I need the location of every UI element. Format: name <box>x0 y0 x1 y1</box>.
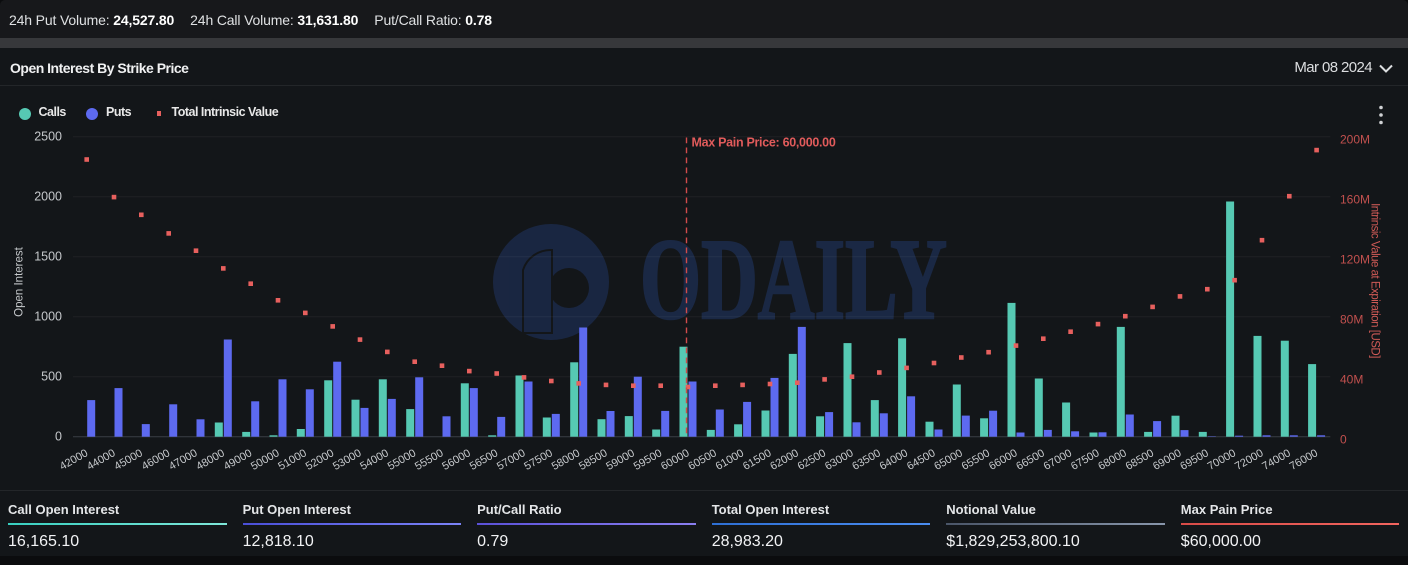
svg-text:50000: 50000 <box>249 447 281 473</box>
svg-text:69000: 69000 <box>1151 447 1183 473</box>
svg-text:0: 0 <box>55 430 62 444</box>
svg-text:63000: 63000 <box>823 447 855 473</box>
svg-text:1000: 1000 <box>34 310 62 324</box>
svg-text:56500: 56500 <box>468 447 500 473</box>
svg-text:58500: 58500 <box>577 447 609 473</box>
svg-text:500: 500 <box>41 370 62 384</box>
svg-text:65000: 65000 <box>932 447 964 473</box>
svg-text:64000: 64000 <box>878 447 910 473</box>
svg-text:2000: 2000 <box>34 190 62 204</box>
svg-text:Open Interest: Open Interest <box>14 246 26 316</box>
svg-text:0: 0 <box>1340 433 1347 447</box>
svg-text:40M: 40M <box>1340 373 1363 387</box>
svg-text:57000: 57000 <box>495 447 527 473</box>
svg-text:55500: 55500 <box>413 447 445 473</box>
svg-text:64500: 64500 <box>905 447 937 473</box>
svg-text:ODAILY: ODAILY <box>640 216 947 344</box>
svg-text:80M: 80M <box>1340 313 1363 327</box>
svg-text:Max Pain Price: 60,000.00: Max Pain Price: 60,000.00 <box>692 136 836 150</box>
svg-text:1500: 1500 <box>34 250 62 264</box>
svg-text:47000: 47000 <box>167 447 199 473</box>
svg-text:57500: 57500 <box>522 447 554 473</box>
svg-text:61000: 61000 <box>714 447 746 473</box>
svg-text:67000: 67000 <box>1042 447 1074 473</box>
svg-text:69500: 69500 <box>1178 447 1210 473</box>
svg-text:67500: 67500 <box>1069 447 1101 473</box>
svg-text:120M: 120M <box>1340 253 1370 267</box>
svg-text:48000: 48000 <box>194 447 226 473</box>
svg-text:2500: 2500 <box>34 130 62 144</box>
svg-text:51000: 51000 <box>276 447 308 473</box>
svg-text:68000: 68000 <box>1096 447 1128 473</box>
svg-text:58000: 58000 <box>550 447 582 473</box>
svg-text:66000: 66000 <box>987 447 1019 473</box>
svg-text:49000: 49000 <box>222 447 254 473</box>
svg-text:74000: 74000 <box>1260 447 1292 473</box>
svg-text:46000: 46000 <box>140 447 172 473</box>
svg-text:59500: 59500 <box>632 447 664 473</box>
svg-text:45000: 45000 <box>112 447 144 473</box>
svg-text:44000: 44000 <box>85 447 117 473</box>
svg-text:52000: 52000 <box>304 447 336 473</box>
svg-text:62000: 62000 <box>768 447 800 473</box>
svg-text:70000: 70000 <box>1206 447 1238 473</box>
svg-text:160M: 160M <box>1340 193 1370 207</box>
svg-text:61500: 61500 <box>741 447 773 473</box>
svg-text:Intrinsic Value at Expiration: Intrinsic Value at Expiration [USD] <box>1369 203 1381 358</box>
svg-text:60000: 60000 <box>659 447 691 473</box>
svg-text:56000: 56000 <box>440 447 472 473</box>
svg-text:68500: 68500 <box>1124 447 1156 473</box>
svg-text:72000: 72000 <box>1233 447 1265 473</box>
svg-text:59000: 59000 <box>604 447 636 473</box>
svg-text:200M: 200M <box>1340 133 1370 147</box>
svg-text:63500: 63500 <box>850 447 882 473</box>
svg-text:76000: 76000 <box>1288 447 1320 473</box>
svg-text:60500: 60500 <box>686 447 718 473</box>
svg-text:55000: 55000 <box>386 447 418 473</box>
svg-text:54000: 54000 <box>358 447 390 473</box>
svg-text:62500: 62500 <box>796 447 828 473</box>
svg-text:65500: 65500 <box>960 447 992 473</box>
svg-text:42000: 42000 <box>58 447 90 473</box>
svg-text:53000: 53000 <box>331 447 363 473</box>
svg-text:66500: 66500 <box>1014 447 1046 473</box>
